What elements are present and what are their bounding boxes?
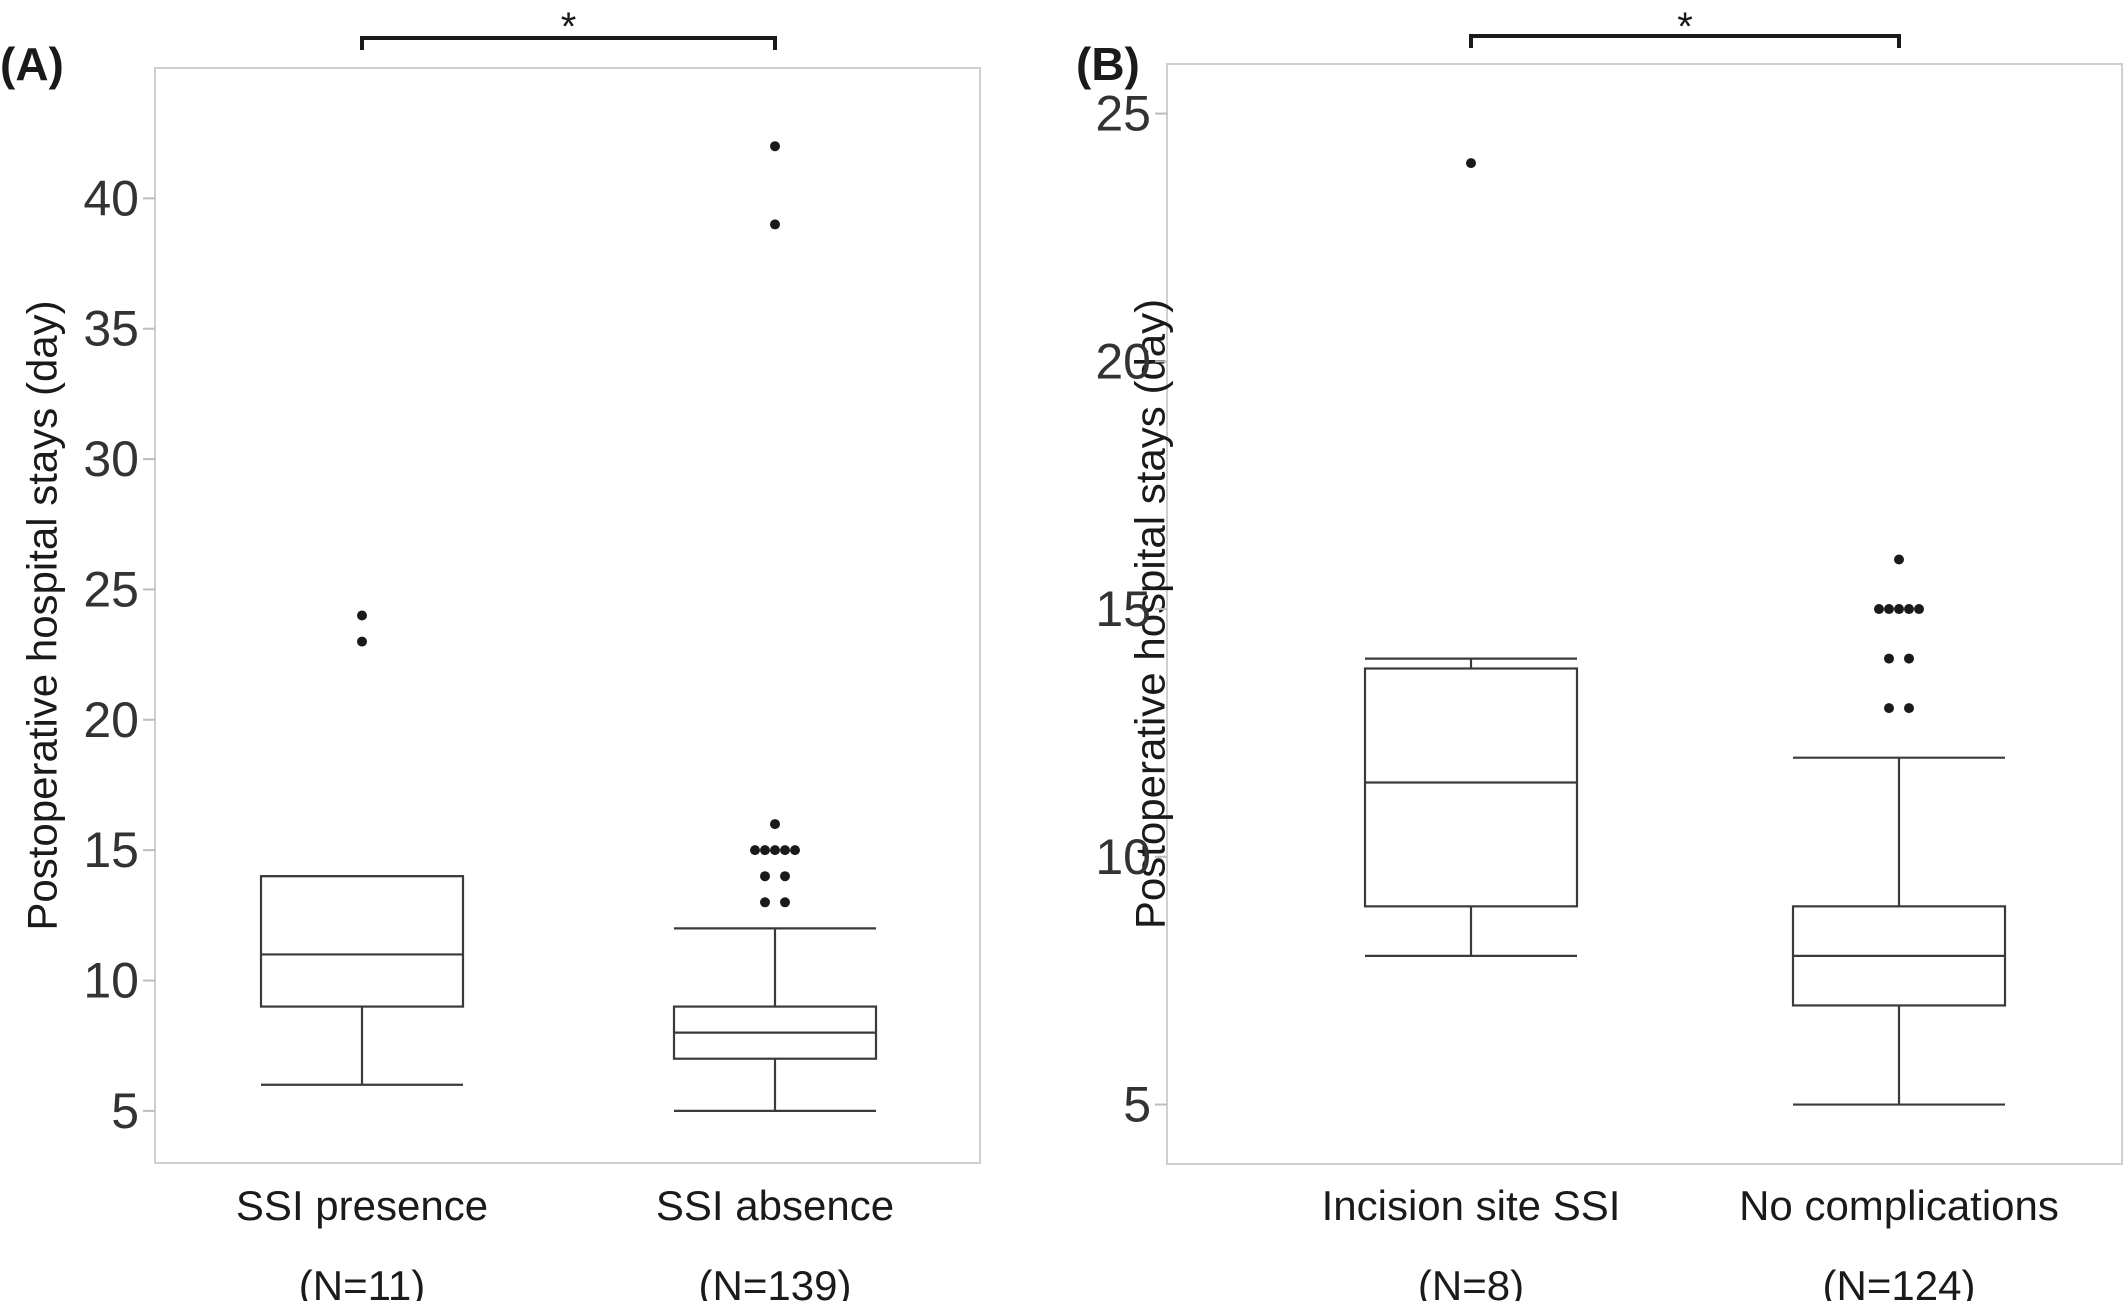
box-1 <box>1791 554 2007 1106</box>
outlier-point <box>1874 604 1884 615</box>
outlier-point <box>1894 554 1904 565</box>
outlier-point <box>770 141 780 152</box>
box-0 <box>1363 158 1579 957</box>
y-tick-label: 5 <box>111 1083 139 1139</box>
x-sample-size-label: (N=139) <box>699 1262 852 1301</box>
x-sample-size-label: (N=8) <box>1418 1262 1524 1301</box>
outlier-point <box>750 845 760 856</box>
y-tick-label: 30 <box>83 431 139 487</box>
significance-bracket <box>360 36 777 50</box>
box-1 <box>672 141 878 1112</box>
y-axis-title: Postoperative hospital stays (day) <box>19 300 66 930</box>
plot-frame <box>1166 63 2123 1165</box>
y-tick-label: 15 <box>83 822 139 878</box>
x-sample-size-label: (N=124) <box>1823 1262 1976 1301</box>
outlier-point <box>1894 604 1904 615</box>
y-tick-label: 35 <box>83 301 139 357</box>
y-tick-label: 25 <box>83 561 139 617</box>
y-tick-label: 40 <box>83 170 139 226</box>
x-category-label: SSI presence <box>236 1182 488 1229</box>
iqr-box <box>1363 667 1579 908</box>
outlier-point <box>770 219 780 230</box>
y-tick-label: 10 <box>1095 829 1151 885</box>
panel-label: (A) <box>0 38 64 90</box>
y-tick-label: 25 <box>1095 86 1151 142</box>
outlier-point <box>1884 703 1894 714</box>
x-category-label: No complications <box>1739 1182 2059 1229</box>
panel-b: (B) Postoperative hospital stays (day) 5 10… <box>1076 5 2123 1301</box>
outlier-point <box>1904 703 1914 714</box>
outlier-point <box>357 636 367 647</box>
outlier-point <box>1466 158 1476 169</box>
outlier-point <box>1904 653 1914 664</box>
y-tick-label: 10 <box>83 953 139 1009</box>
outlier-point <box>780 845 790 856</box>
x-category-label: Incision site SSI <box>1322 1182 1621 1229</box>
significance-star: * <box>561 5 577 49</box>
panel-label: (B) <box>1076 38 1140 90</box>
x-sample-size-label: (N=11) <box>299 1262 425 1301</box>
y-axis-title: Postoperative hospital stays (day) <box>1127 299 1174 929</box>
outlier-point <box>1884 653 1894 664</box>
outlier-point <box>770 845 780 856</box>
iqr-box <box>259 875 465 1008</box>
outlier-point <box>357 610 367 621</box>
outlier-point <box>760 897 770 908</box>
outlier-point <box>1904 604 1914 615</box>
outlier-point <box>780 897 790 908</box>
y-tick-label: 20 <box>83 692 139 748</box>
y-tick-label: 5 <box>1123 1077 1151 1133</box>
y-tick-label: 20 <box>1095 333 1151 389</box>
outlier-point <box>760 871 770 882</box>
box-0 <box>259 610 465 1086</box>
outlier-point <box>780 871 790 882</box>
outlier-point <box>1914 604 1924 615</box>
plot-frame <box>154 67 981 1164</box>
x-category-label: SSI absence <box>656 1182 894 1229</box>
significance-bracket <box>1469 34 1901 48</box>
outlier-point <box>770 819 780 830</box>
panel-a: (A) Postoperative hospital stays (day) 5 10… <box>0 5 981 1301</box>
significance-star: * <box>1677 5 1693 49</box>
y-tick-label: 15 <box>1095 581 1151 637</box>
outlier-point <box>1884 604 1894 615</box>
outlier-point <box>790 845 800 856</box>
outlier-point <box>760 845 770 856</box>
